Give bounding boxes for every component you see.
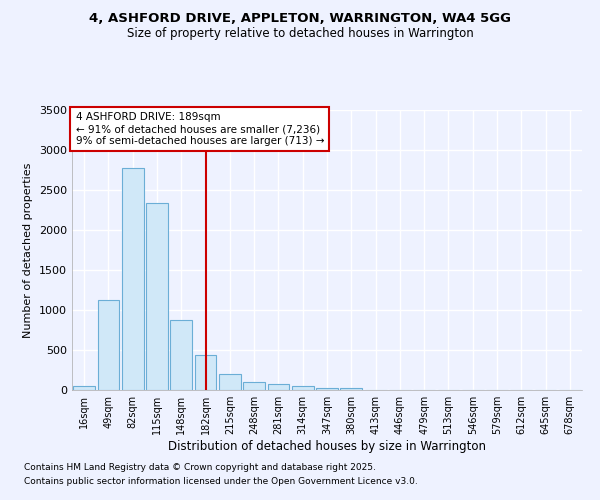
X-axis label: Distribution of detached houses by size in Warrington: Distribution of detached houses by size … — [168, 440, 486, 453]
Bar — [122, 168, 143, 390]
Text: Contains HM Land Registry data © Crown copyright and database right 2025.: Contains HM Land Registry data © Crown c… — [24, 464, 376, 472]
Text: Size of property relative to detached houses in Warrington: Size of property relative to detached ho… — [127, 28, 473, 40]
Text: Contains public sector information licensed under the Open Government Licence v3: Contains public sector information licen… — [24, 477, 418, 486]
Bar — [268, 384, 289, 390]
Bar — [146, 203, 168, 390]
Bar — [292, 386, 314, 390]
Bar — [340, 388, 362, 390]
Y-axis label: Number of detached properties: Number of detached properties — [23, 162, 34, 338]
Bar — [97, 300, 119, 390]
Text: 4 ASHFORD DRIVE: 189sqm
← 91% of detached houses are smaller (7,236)
9% of semi-: 4 ASHFORD DRIVE: 189sqm ← 91% of detache… — [76, 112, 324, 146]
Bar — [170, 320, 192, 390]
Bar — [243, 382, 265, 390]
Bar — [73, 386, 95, 390]
Bar — [194, 355, 217, 390]
Bar — [219, 374, 241, 390]
Bar — [316, 388, 338, 390]
Text: 4, ASHFORD DRIVE, APPLETON, WARRINGTON, WA4 5GG: 4, ASHFORD DRIVE, APPLETON, WARRINGTON, … — [89, 12, 511, 26]
